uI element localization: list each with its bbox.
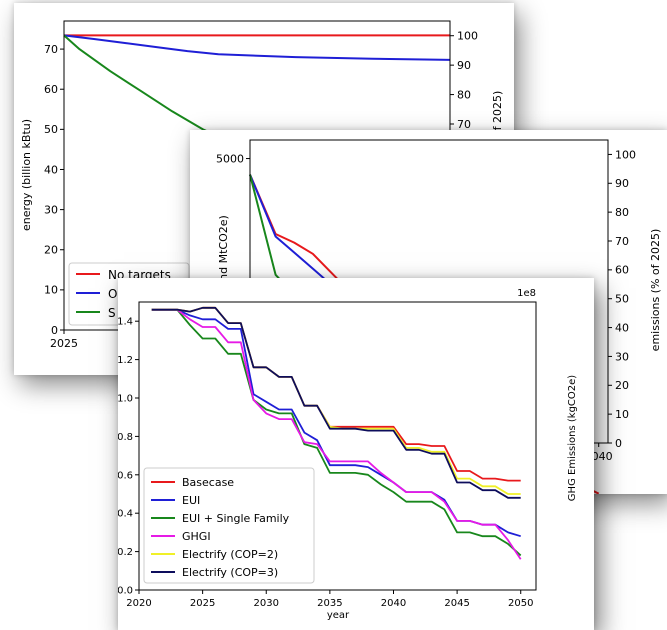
y-tick-label: 30 [44, 203, 58, 216]
y2-tick-label: 60 [615, 264, 629, 277]
plot-frame [138, 301, 537, 591]
x-tick-label: 2025 [190, 598, 215, 609]
legend: Basecase EUI EUI + Single Family GHGI El… [143, 467, 315, 584]
y2-tick-label: 100 [615, 148, 636, 161]
y-tick-label: 0 [51, 324, 58, 337]
y-axis-label: energy (billion kBtu) [20, 119, 33, 231]
legend-label-s: S [108, 306, 116, 320]
y-tick-label: 5000 [216, 152, 244, 165]
y-tick-label: 0.0 [118, 586, 133, 597]
y-tick-label: 1.2 [118, 355, 133, 366]
x-tick-label: 2050 [508, 598, 533, 609]
y2-tick-label: 70 [457, 118, 471, 131]
y-tick-label: 1.4 [118, 317, 133, 328]
series-line-o [63, 34, 451, 61]
y-tick-label: 0.6 [118, 470, 133, 481]
x-tick-label: 2040 [381, 598, 406, 609]
ghg-emissions-chart-card: 0.0 0.2 0.4 0.6 0.8 1.0 1.2 1.4 2020 2025 2030 2035… [118, 278, 594, 630]
y-tick-label: 40 [44, 163, 58, 176]
legend-label-electrify-cop3: Electrify (COP=3) [182, 566, 278, 579]
x-tick-label: 2025 [50, 337, 78, 350]
y2-tick-label: 50 [615, 293, 629, 306]
y2-tick-label: 0 [615, 437, 622, 450]
y-tick-label: 0.8 [118, 432, 133, 443]
y2-tick-label: 40 [615, 321, 629, 334]
y2-tick-label: 80 [457, 88, 471, 101]
y2-tick-label: 10 [615, 408, 629, 421]
y2-tick-label: 80 [615, 206, 629, 219]
y2-axis-label: emissions (% of 2025) [649, 229, 662, 352]
x-tick-label: 2030 [254, 598, 279, 609]
y2-tick-label: 30 [615, 350, 629, 363]
y-tick-label: 60 [44, 83, 58, 96]
legend-label-basecase: Basecase [182, 476, 234, 489]
y-tick-label: 20 [44, 244, 58, 257]
legend-label-electrify-cop2: Electrify (COP=2) [182, 548, 278, 561]
legend-label-eui: EUI [182, 494, 200, 507]
ghg-emissions-chart: 0.0 0.2 0.4 0.6 0.8 1.0 1.2 1.4 2020 2025 2030 2035… [118, 288, 578, 621]
series-line-electrify-cop-3 [151, 306, 521, 499]
series-line-eui-single-family [151, 308, 522, 557]
x-axis-label: year [327, 610, 350, 621]
y-axis-label: nd MtCO2e) [217, 215, 230, 281]
y-tick-label: 0.4 [118, 509, 133, 520]
y-tick-label: 50 [44, 123, 58, 136]
y-tick-label: 0.2 [118, 547, 133, 558]
y2-tick-label: 90 [457, 59, 471, 72]
x-tick-label: 2020 [126, 598, 151, 609]
y-scale-note: 1e8 [517, 288, 536, 299]
legend-label-eui-single-family: EUI + Single Family [182, 512, 290, 525]
y-tick-label: 70 [44, 43, 58, 56]
y-axis-label: GHG Emissions (kgCO2e) [567, 375, 578, 501]
y-tick-label: 10 [44, 284, 58, 297]
x-tick-label: 2035 [317, 598, 342, 609]
y2-tick-label: 20 [615, 379, 629, 392]
series-line-ghgi [151, 308, 522, 560]
x-tick-label: 2045 [444, 598, 469, 609]
y2-tick-label: 70 [615, 235, 629, 248]
legend-label-ghgi: GHGI [182, 530, 211, 543]
legend-label-o: O [108, 287, 117, 301]
y2-tick-label: 100 [457, 30, 478, 43]
y2-tick-label: 90 [615, 177, 629, 190]
y-tick-label: 1.0 [118, 394, 133, 405]
series-line-basecase [151, 306, 521, 482]
